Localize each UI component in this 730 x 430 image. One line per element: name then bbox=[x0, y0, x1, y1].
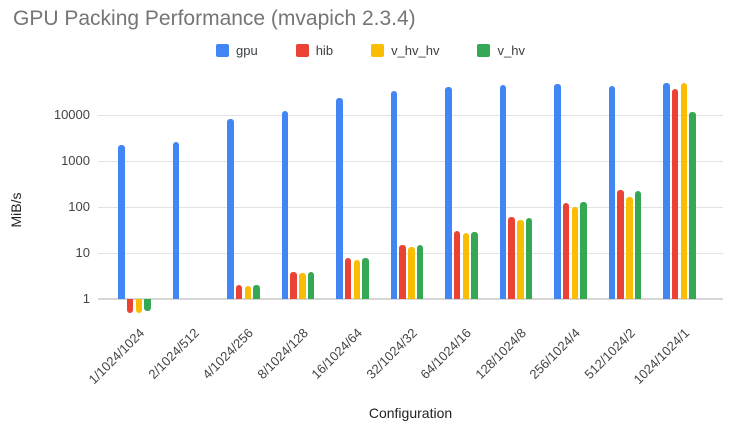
bar-v_hv_hv-64/1024/16[interactable] bbox=[462, 233, 470, 299]
x-tick-label-4/1024/256: 4/1024/256 bbox=[199, 325, 257, 382]
x-tick-label-2/1024/512: 2/1024/512 bbox=[145, 325, 202, 382]
x-tick-label-1024/1024/1: 1024/1024/1 bbox=[630, 325, 693, 388]
bar-v_hv-1024/1024/1[interactable] bbox=[689, 112, 696, 299]
bar-v_hv_hv-128/1024/8[interactable] bbox=[517, 220, 524, 299]
y-tick-label-10: 10 bbox=[75, 245, 90, 260]
y-tick-label-100: 100 bbox=[68, 199, 90, 214]
x-axis-title: Configuration bbox=[368, 405, 453, 421]
legend-swatch-gpu bbox=[216, 44, 229, 57]
legend-label-hib: hib bbox=[315, 43, 334, 58]
gridline-100 bbox=[98, 207, 723, 208]
y-tick-label-1000: 1000 bbox=[61, 153, 90, 168]
x-tick-label-128/1024/8: 128/1024/8 bbox=[472, 325, 529, 382]
y-tick-label-10000: 10000 bbox=[53, 107, 90, 122]
legend-item-v_hv_hv[interactable]: v_hv_hv bbox=[371, 44, 439, 57]
bar-hib-1/1024/1024[interactable] bbox=[126, 299, 134, 313]
gridline-10000 bbox=[98, 115, 723, 116]
bar-gpu-1024/1024/1[interactable] bbox=[663, 83, 670, 299]
bar-v_hv_hv-8/1024/128[interactable] bbox=[299, 273, 306, 299]
bar-v_hv-128/1024/8[interactable] bbox=[525, 217, 533, 299]
bar-v_hv-512/1024/2[interactable] bbox=[634, 191, 642, 299]
bar-gpu-512/1024/2[interactable] bbox=[608, 85, 616, 299]
bar-v_hv_hv-4/1024/256[interactable] bbox=[244, 286, 252, 299]
bar-v_hv_hv-512/1024/2[interactable] bbox=[626, 196, 633, 299]
bar-hib-512/1024/2[interactable] bbox=[617, 189, 624, 299]
x-tick-label-512/1024/2: 512/1024/2 bbox=[581, 325, 638, 382]
gridline-1 bbox=[98, 298, 723, 300]
bar-v_hv-64/1024/16[interactable] bbox=[471, 231, 478, 299]
x-tick-label-1/1024/1024: 1/1024/1024 bbox=[85, 325, 148, 388]
x-tick-label-256/1024/4: 256/1024/4 bbox=[526, 325, 584, 382]
bar-hib-64/1024/16[interactable] bbox=[453, 231, 461, 299]
x-tick-label-8/1024/128: 8/1024/128 bbox=[254, 325, 311, 382]
bar-gpu-2/1024/512[interactable] bbox=[172, 141, 180, 299]
bar-gpu-16/1024/64[interactable] bbox=[336, 98, 343, 299]
bar-v_hv-16/1024/64[interactable] bbox=[362, 258, 369, 299]
legend-label-gpu: gpu bbox=[236, 43, 258, 58]
bar-v_hv_hv-256/1024/4[interactable] bbox=[571, 207, 579, 299]
legend-label-v_hv_hv: v_hv_hv bbox=[391, 43, 440, 58]
bar-hib-128/1024/8[interactable] bbox=[508, 217, 515, 299]
bar-gpu-32/1024/32[interactable] bbox=[390, 91, 398, 299]
y-axis-title: MiB/s bbox=[8, 192, 24, 228]
legend: gpu hib v_hv_hv v_hv bbox=[216, 44, 525, 57]
bar-v_hv-256/1024/4[interactable] bbox=[580, 201, 587, 299]
bar-gpu-4/1024/256[interactable] bbox=[227, 119, 234, 299]
bar-v_hv-8/1024/128[interactable] bbox=[307, 272, 315, 299]
bar-hib-8/1024/128[interactable] bbox=[290, 272, 297, 299]
bar-hib-256/1024/4[interactable] bbox=[562, 203, 570, 299]
bar-gpu-64/1024/16[interactable] bbox=[445, 86, 452, 299]
bar-gpu-256/1024/4[interactable] bbox=[554, 83, 561, 299]
legend-swatch-v_hv bbox=[477, 44, 491, 57]
legend-swatch-hib bbox=[295, 44, 309, 57]
legend-item-gpu[interactable]: gpu bbox=[216, 44, 258, 57]
bar-v_hv_hv-1024/1024/1[interactable] bbox=[680, 82, 688, 299]
bar-v_hv-32/1024/32[interactable] bbox=[416, 244, 424, 299]
y-tick-label-1: 1 bbox=[82, 291, 90, 306]
legend-item-v_hv[interactable]: v_hv bbox=[477, 43, 525, 58]
x-tick-label-32/1024/32: 32/1024/32 bbox=[363, 325, 420, 382]
x-tick-label-64/1024/16: 64/1024/16 bbox=[417, 325, 475, 382]
bar-v_hv_hv-16/1024/64[interactable] bbox=[353, 259, 361, 299]
gridline-1000 bbox=[98, 161, 723, 162]
bar-v_hv-4/1024/256[interactable] bbox=[253, 285, 260, 299]
legend-item-hib[interactable]: hib bbox=[295, 43, 334, 58]
bar-hib-4/1024/256[interactable] bbox=[235, 285, 243, 299]
legend-swatch-v_hv_hv bbox=[371, 44, 385, 57]
bar-v_hv-1/1024/1024[interactable] bbox=[144, 299, 151, 311]
legend-label-v_hv: v_hv bbox=[497, 43, 525, 58]
bar-hib-16/1024/64[interactable] bbox=[344, 258, 352, 299]
chart-title: GPU Packing Performance (mvapich 2.3.4) bbox=[13, 7, 416, 30]
x-tick-label-16/1024/64: 16/1024/64 bbox=[308, 325, 366, 382]
bar-gpu-8/1024/128[interactable] bbox=[281, 111, 289, 299]
bar-v_hv_hv-32/1024/32[interactable] bbox=[408, 247, 415, 299]
bar-gpu-128/1024/8[interactable] bbox=[499, 84, 507, 299]
bar-hib-1024/1024/1[interactable] bbox=[671, 89, 679, 299]
bar-hib-32/1024/32[interactable] bbox=[399, 244, 406, 299]
bar-v_hv_hv-1/1024/1024[interactable] bbox=[135, 299, 143, 313]
bar-gpu-1/1024/1024[interactable] bbox=[118, 145, 125, 299]
